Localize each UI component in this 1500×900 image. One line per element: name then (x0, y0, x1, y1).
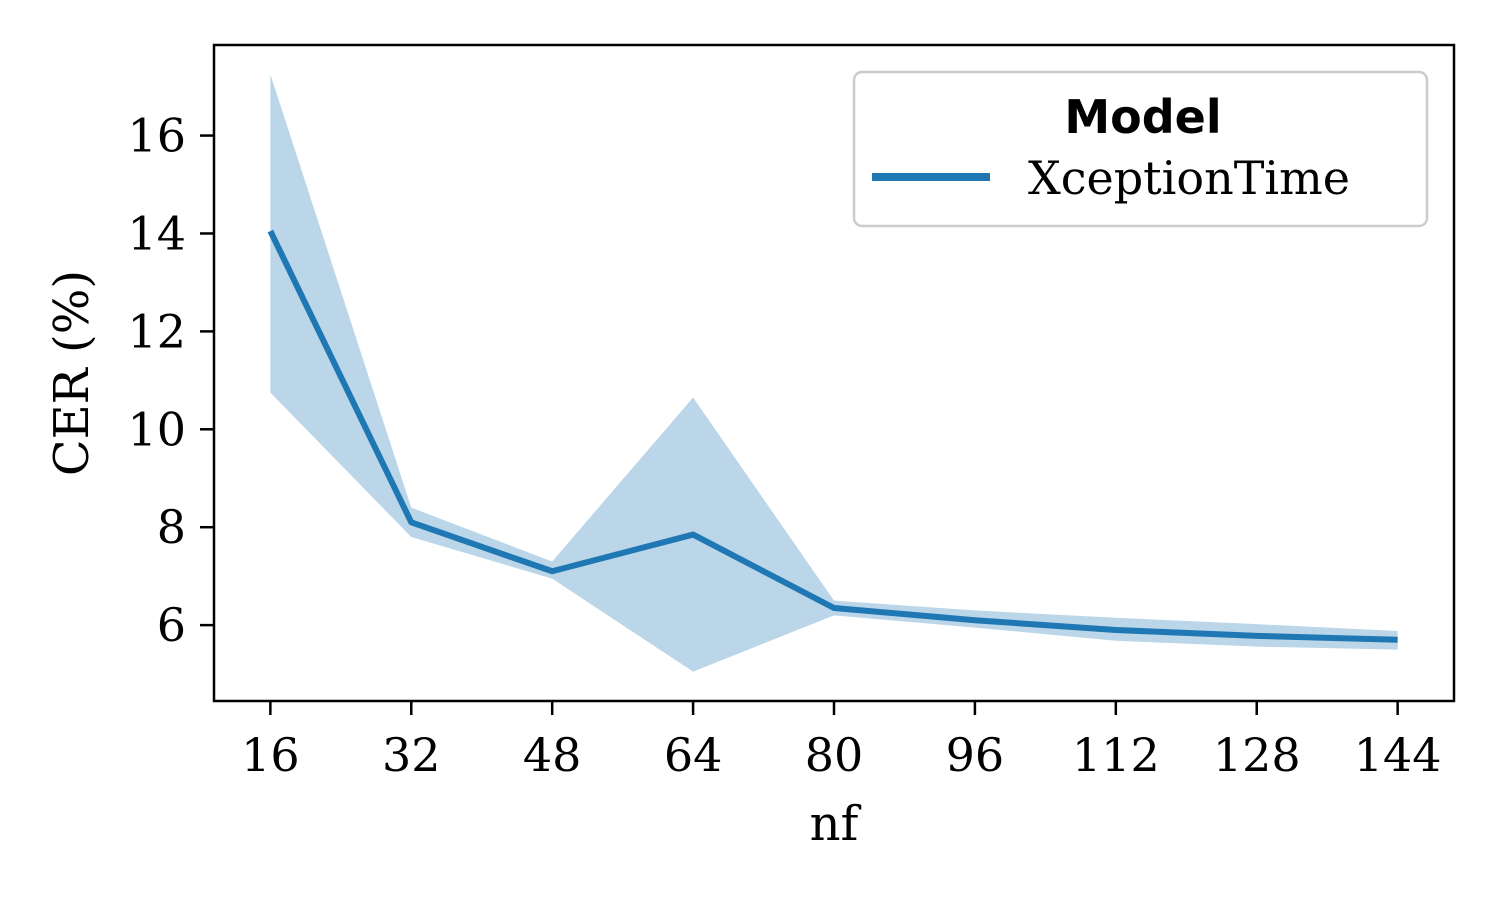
y-tick-label-8: 8 (157, 500, 186, 554)
x-axis: 16 32 48 64 80 96 112 128 144 (241, 701, 1442, 782)
legend-entry-xceptiontime: XceptionTime (1028, 151, 1350, 205)
data-point-xceptiontime-16 (267, 228, 273, 234)
data-point-xceptiontime-96 (972, 617, 978, 623)
x-tick-label-48: 48 (523, 728, 582, 782)
x-tick-label-144: 144 (1354, 728, 1442, 782)
y-axis-label: CER (%) (44, 270, 100, 476)
y-tick-label-12: 12 (127, 304, 186, 358)
x-axis-label: nf (810, 796, 862, 852)
y-axis: 6 8 10 12 14 16 (127, 109, 214, 652)
x-tick-label-128: 128 (1213, 728, 1301, 782)
data-point-xceptiontime-48 (549, 568, 555, 574)
legend-box (852, 70, 1429, 228)
y-tick-label-16: 16 (127, 109, 186, 163)
data-point-xceptiontime-64 (690, 532, 696, 538)
data-point-xceptiontime-32 (408, 519, 414, 525)
x-tick-label-64: 64 (664, 728, 723, 782)
series-line-xceptiontime (267, 229, 1398, 643)
x-tick-label-16: 16 (241, 728, 300, 782)
x-tick-label-96: 96 (946, 728, 1005, 782)
x-tick-label-112: 112 (1072, 728, 1160, 782)
data-point-xceptiontime-112 (1113, 627, 1119, 633)
x-tick-label-32: 32 (382, 728, 441, 782)
y-tick-label-6: 6 (157, 598, 186, 652)
x-tick-label-80: 80 (805, 728, 864, 782)
legend-title: Model (1064, 90, 1221, 144)
data-point-xceptiontime-144 (1395, 637, 1401, 643)
series-line-layer (267, 228, 1401, 643)
y-tick-label-14: 14 (127, 206, 186, 260)
data-point-xceptiontime-128 (1254, 633, 1260, 639)
data-point-xceptiontime-80 (831, 605, 837, 611)
y-tick-label-10: 10 (127, 402, 186, 456)
legend: Model XceptionTime (852, 70, 1429, 228)
